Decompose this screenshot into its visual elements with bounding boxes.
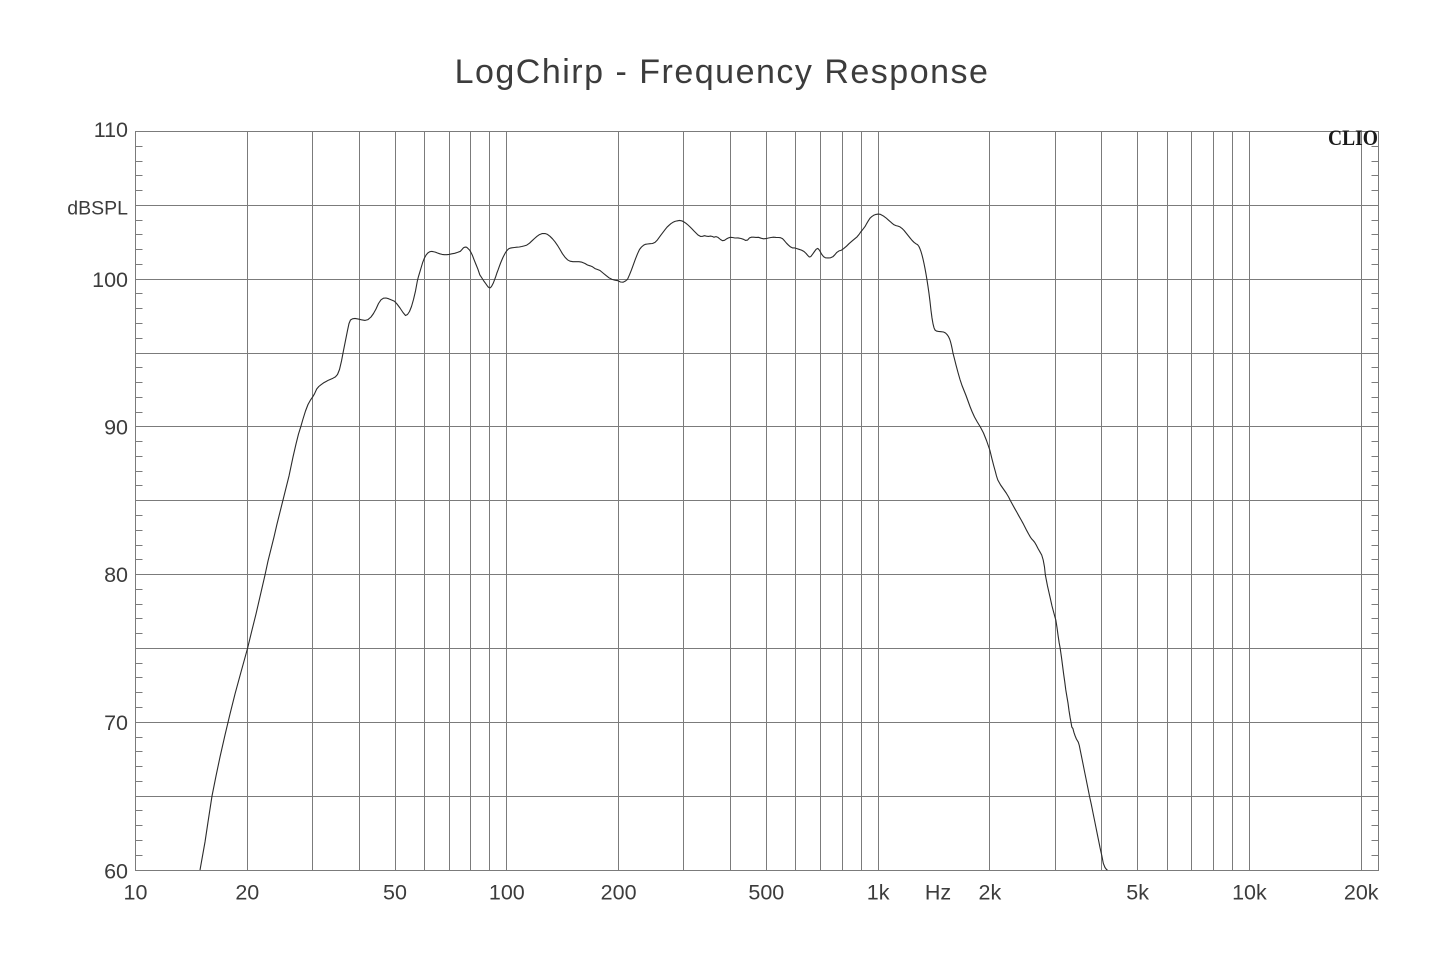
svg-text:Hz: Hz: [925, 881, 951, 905]
svg-text:100: 100: [92, 268, 128, 292]
svg-text:5k: 5k: [1126, 881, 1149, 905]
svg-text:10: 10: [124, 881, 148, 905]
svg-text:80: 80: [104, 563, 128, 587]
svg-text:100: 100: [489, 881, 525, 905]
svg-text:20: 20: [235, 881, 259, 905]
svg-text:10k: 10k: [1232, 881, 1267, 905]
svg-text:1k: 1k: [867, 881, 890, 905]
svg-text:50: 50: [383, 881, 407, 905]
svg-text:110: 110: [94, 118, 128, 142]
svg-text:70: 70: [104, 711, 128, 735]
svg-text:200: 200: [601, 881, 637, 905]
svg-text:2k: 2k: [979, 881, 1002, 905]
svg-text:500: 500: [748, 881, 784, 905]
svg-text:20k: 20k: [1344, 881, 1379, 905]
svg-text:CLIO: CLIO: [1328, 125, 1378, 150]
svg-text:LogChirp - Frequency Response: LogChirp - Frequency Response: [455, 53, 990, 91]
svg-text:90: 90: [104, 416, 128, 440]
svg-text:dBSPL: dBSPL: [67, 197, 128, 219]
svg-text:60: 60: [104, 860, 128, 884]
